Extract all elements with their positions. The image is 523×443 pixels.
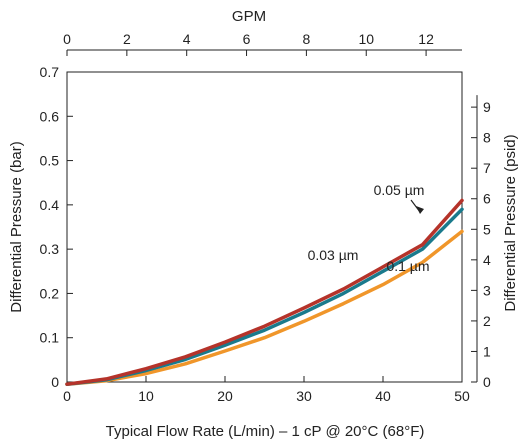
y2-tick-label: 8 bbox=[483, 130, 491, 146]
x-tick-label: 30 bbox=[296, 388, 312, 404]
x-tick-label: 20 bbox=[217, 388, 233, 404]
series-label-0-05um: 0.05 µm bbox=[374, 182, 425, 198]
x-tick-label: 40 bbox=[375, 388, 391, 404]
x2-tick-label: 10 bbox=[358, 31, 374, 47]
x-tick-label: 50 bbox=[454, 388, 470, 404]
series-line-3 bbox=[65, 229, 464, 386]
x2-tick-label: 4 bbox=[183, 31, 191, 47]
top-axis-title: GPM bbox=[232, 8, 266, 25]
y-axis-title: Differential Pressure (bar) bbox=[8, 141, 25, 312]
y-tick-label: 0.3 bbox=[40, 241, 60, 257]
x2-tick-label: 8 bbox=[302, 31, 310, 47]
right-axis-title: Differential Pressure (psid) bbox=[502, 134, 519, 311]
series-label-0-1um: 0.1 µm bbox=[386, 258, 429, 274]
y-tick-label: 0 bbox=[51, 374, 59, 390]
series-labels: 0.05 µm 0.03 µm 0.1 µm bbox=[308, 182, 430, 274]
y-tick-label: 0.7 bbox=[40, 64, 60, 80]
x2-tick-label: 6 bbox=[243, 31, 251, 47]
y2-tick-label: 4 bbox=[483, 252, 491, 268]
y2-tick-label: 1 bbox=[483, 343, 491, 359]
y-tick-label: 0.6 bbox=[40, 108, 60, 124]
series-lines bbox=[65, 198, 464, 386]
plot-frame bbox=[66, 71, 463, 383]
x2-tick-label: 12 bbox=[418, 31, 434, 47]
y-tick-label: 0.2 bbox=[40, 285, 60, 301]
y2-tick-label: 9 bbox=[483, 99, 491, 115]
y2-tick-label: 3 bbox=[483, 282, 491, 298]
x-axis-title: Typical Flow Rate (L/min) – 1 cP @ 20°C … bbox=[106, 423, 425, 440]
y-tick-label: 0.4 bbox=[40, 197, 60, 213]
y-tick-label: 0.5 bbox=[40, 153, 60, 169]
series-line-1 bbox=[65, 198, 464, 386]
y2-tick-label: 0 bbox=[483, 374, 491, 390]
x-tick-label: 10 bbox=[138, 388, 154, 404]
x2-tick-label: 2 bbox=[123, 31, 131, 47]
x-tick-label: 0 bbox=[63, 388, 71, 404]
series-label-pointer-head bbox=[416, 206, 424, 214]
y2-tick-label: 6 bbox=[483, 191, 491, 207]
series-label-0-03um: 0.03 µm bbox=[308, 247, 359, 263]
y2-tick-label: 2 bbox=[483, 313, 491, 329]
y-tick-label: 0.1 bbox=[40, 330, 60, 346]
y2-tick-label: 7 bbox=[483, 160, 491, 176]
x2-tick-label: 0 bbox=[63, 31, 71, 47]
y2-tick-label: 5 bbox=[483, 221, 491, 237]
series-line-2 bbox=[65, 207, 464, 386]
